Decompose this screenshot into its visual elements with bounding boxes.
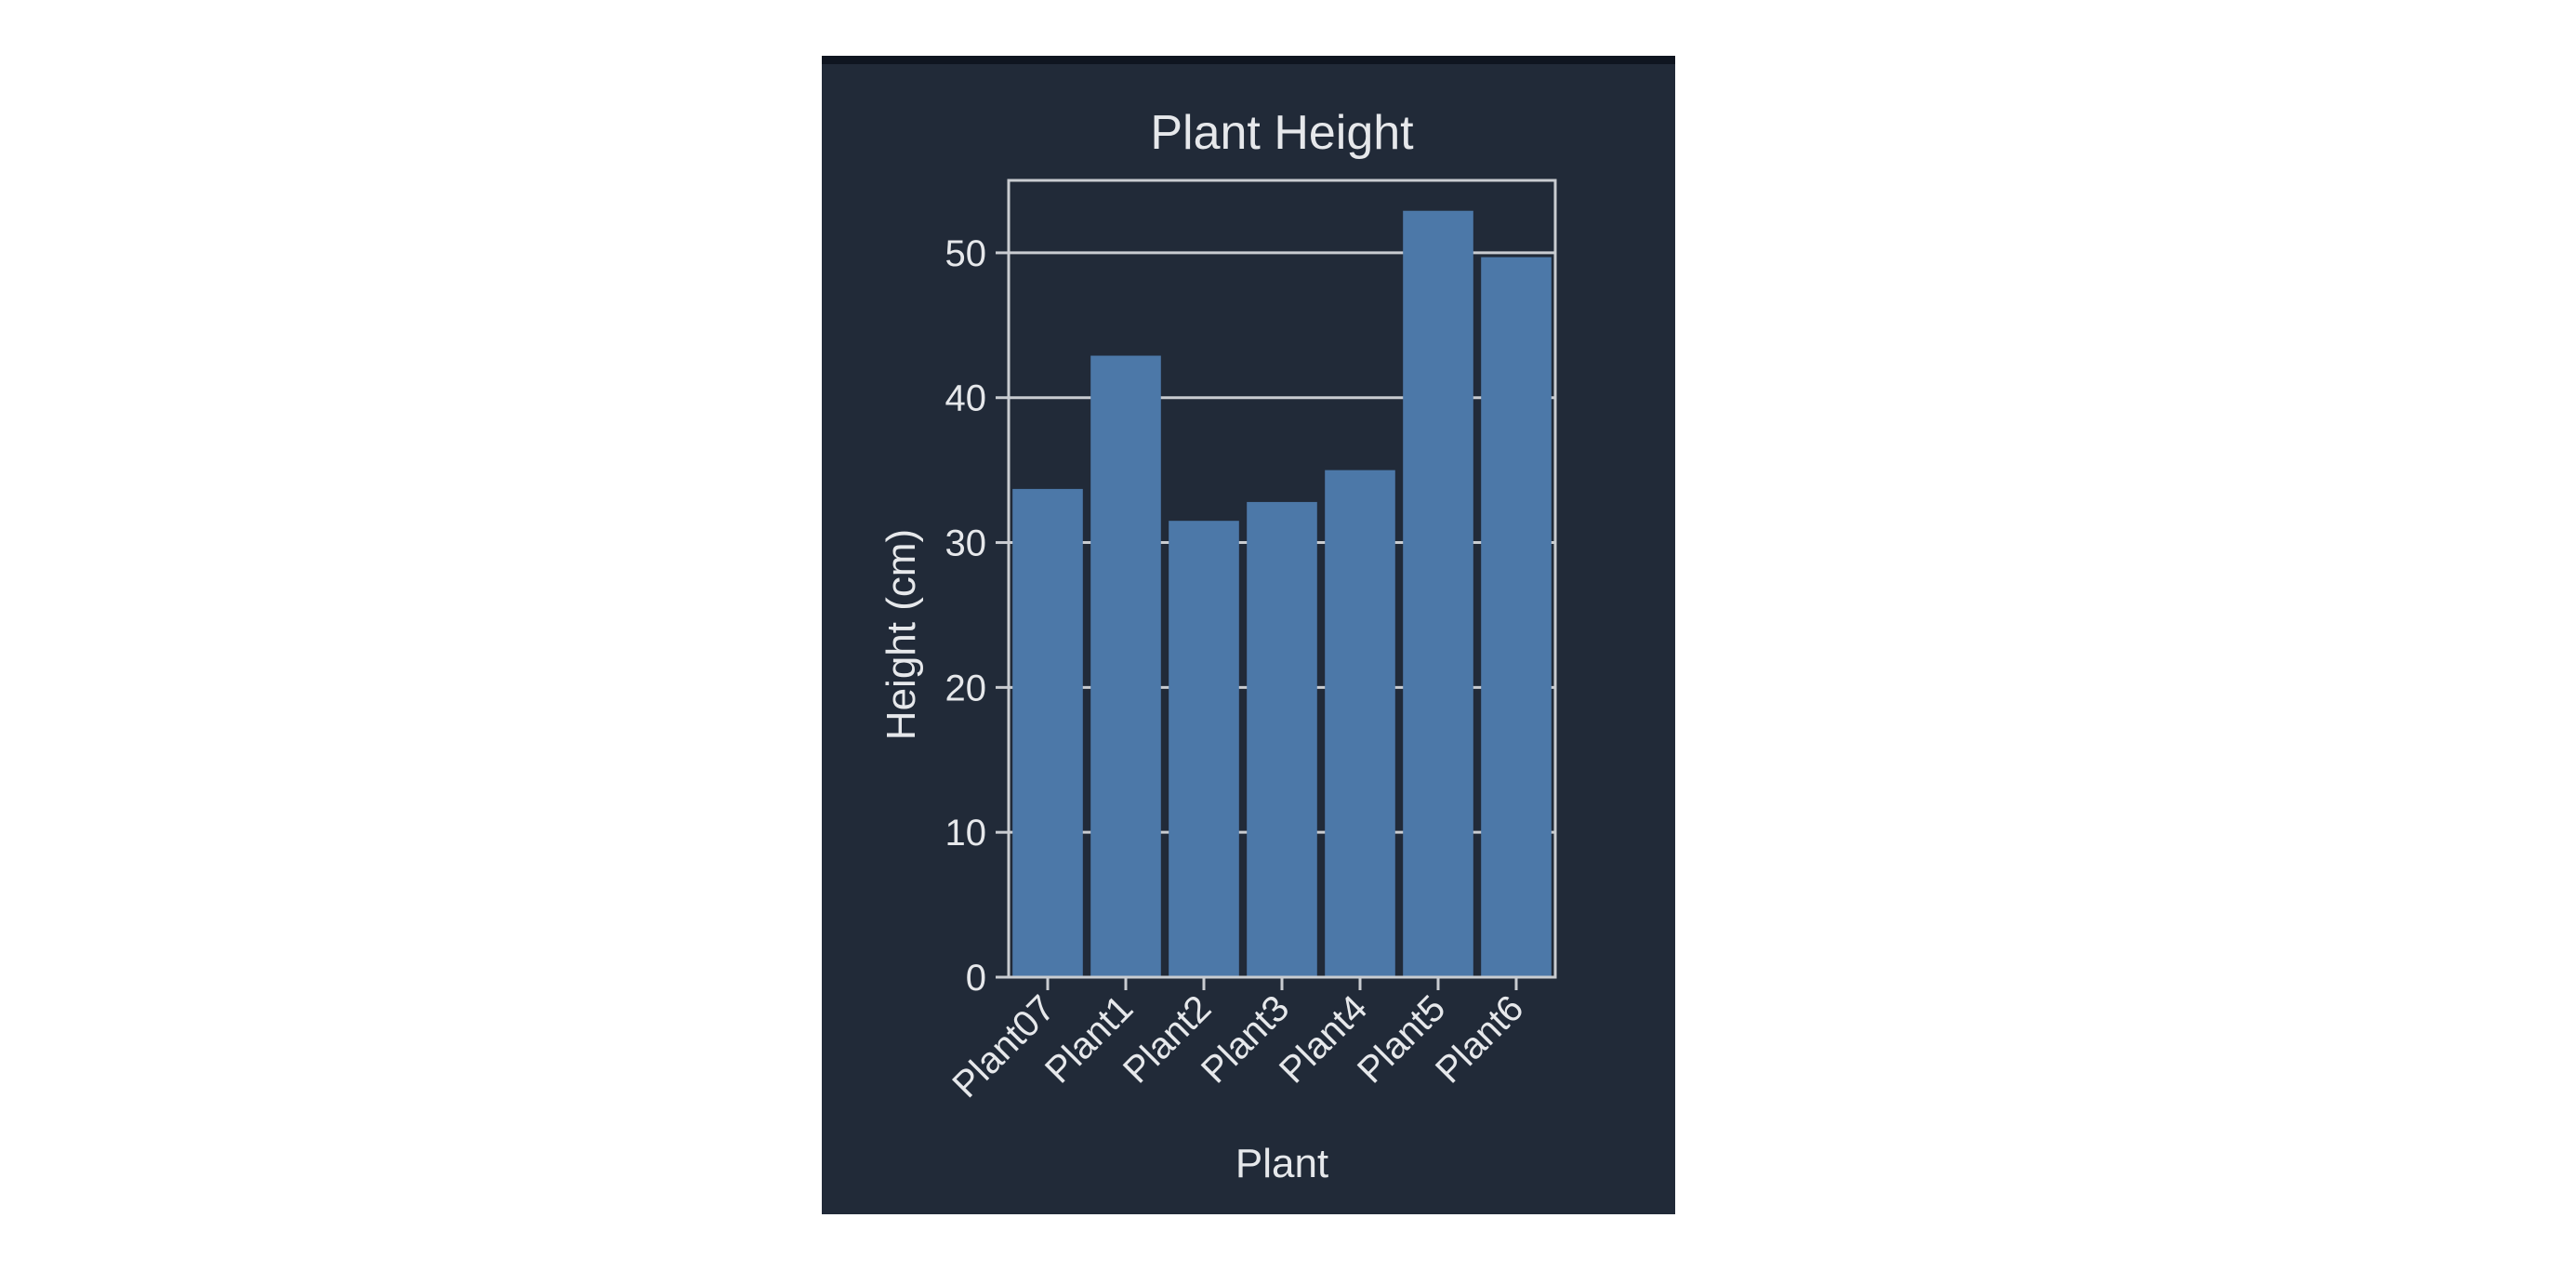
bar-plant3 xyxy=(1247,501,1317,977)
x-axis-ticks: Plant07Plant1Plant2Plant3Plant4Plant5Pla… xyxy=(945,977,1531,1105)
x-tick-label-plant1: Plant1 xyxy=(1037,987,1141,1091)
x-tick-label-plant5: Plant5 xyxy=(1350,987,1453,1091)
bar-plant2 xyxy=(1169,521,1239,977)
bars xyxy=(1012,210,1552,978)
x-tick-label-plant6: Plant6 xyxy=(1428,987,1531,1091)
bar-plant1 xyxy=(1090,355,1161,977)
y-axis-ticks: 0 10 20 30 40 50 xyxy=(945,233,1009,999)
y-tick-label-20: 20 xyxy=(945,668,987,708)
x-tick-label-plant4: Plant4 xyxy=(1272,987,1375,1091)
bar-plant07 xyxy=(1012,488,1083,977)
x-tick-label-plant2: Plant2 xyxy=(1116,987,1219,1091)
bar-plant5 xyxy=(1403,210,1473,978)
y-axis-title: Height (cm) xyxy=(878,529,924,740)
y-tick-label-0: 0 xyxy=(966,958,986,999)
y-tick-label-30: 30 xyxy=(945,523,987,564)
y-tick-label-50: 50 xyxy=(945,233,987,274)
x-tick-label-plant07: Plant07 xyxy=(945,987,1063,1105)
chart-title: Plant Height xyxy=(1150,106,1414,160)
bar-plant6 xyxy=(1481,257,1552,977)
x-tick-label-plant3: Plant3 xyxy=(1194,987,1297,1091)
bar-plant4 xyxy=(1325,470,1395,977)
y-tick-label-10: 10 xyxy=(945,813,987,854)
y-tick-label-40: 40 xyxy=(945,378,987,419)
x-axis-title: Plant xyxy=(1235,1141,1328,1186)
